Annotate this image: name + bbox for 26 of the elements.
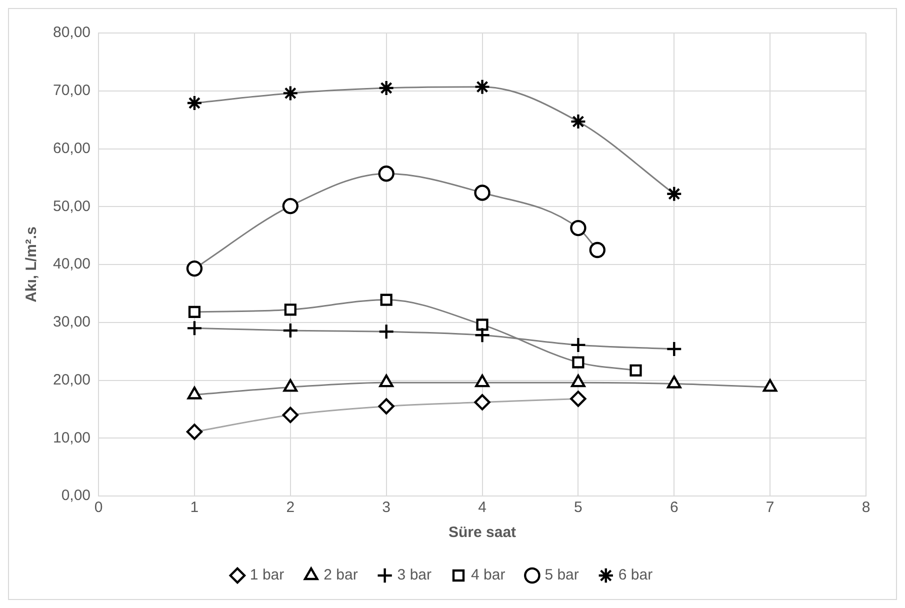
y-tick-label: 80,00 <box>52 24 91 42</box>
legend-label: 5 bar <box>544 566 579 584</box>
y-tick-label: 70,00 <box>52 82 91 100</box>
y-tick-label: 0,00 <box>61 487 91 504</box>
y-axis-title: Akı, L/m².s <box>23 226 40 302</box>
x-tick-label: 2 <box>286 499 295 516</box>
y-tick-label: 20,00 <box>52 371 91 388</box>
legend-label: 2 bar <box>324 566 358 584</box>
y-tick-label: 60,00 <box>52 140 91 157</box>
x-tick-label: 4 <box>478 499 486 516</box>
y-tick-label: 40,00 <box>52 256 91 273</box>
y-tick-label: 50,00 <box>52 198 91 215</box>
x-axis-title: Süre saat <box>448 524 516 542</box>
x-tick-label: 3 <box>382 499 391 516</box>
y-tick-label: 10,00 <box>52 429 91 446</box>
x-tick-label: 5 <box>574 499 582 516</box>
legend-label: 6 bar <box>618 566 653 584</box>
legend-label: 1 bar <box>250 566 284 584</box>
x-tick-label: 6 <box>670 499 678 516</box>
y-tick-label: 30,00 <box>52 314 91 331</box>
x-tick-label: 8 <box>862 499 870 516</box>
legend-label: 3 bar <box>397 566 432 584</box>
x-tick-label: 7 <box>766 499 774 516</box>
x-tick-label: 1 <box>190 499 199 516</box>
legend-label: 4 bar <box>471 566 506 584</box>
x-tick-label: 0 <box>94 499 103 516</box>
